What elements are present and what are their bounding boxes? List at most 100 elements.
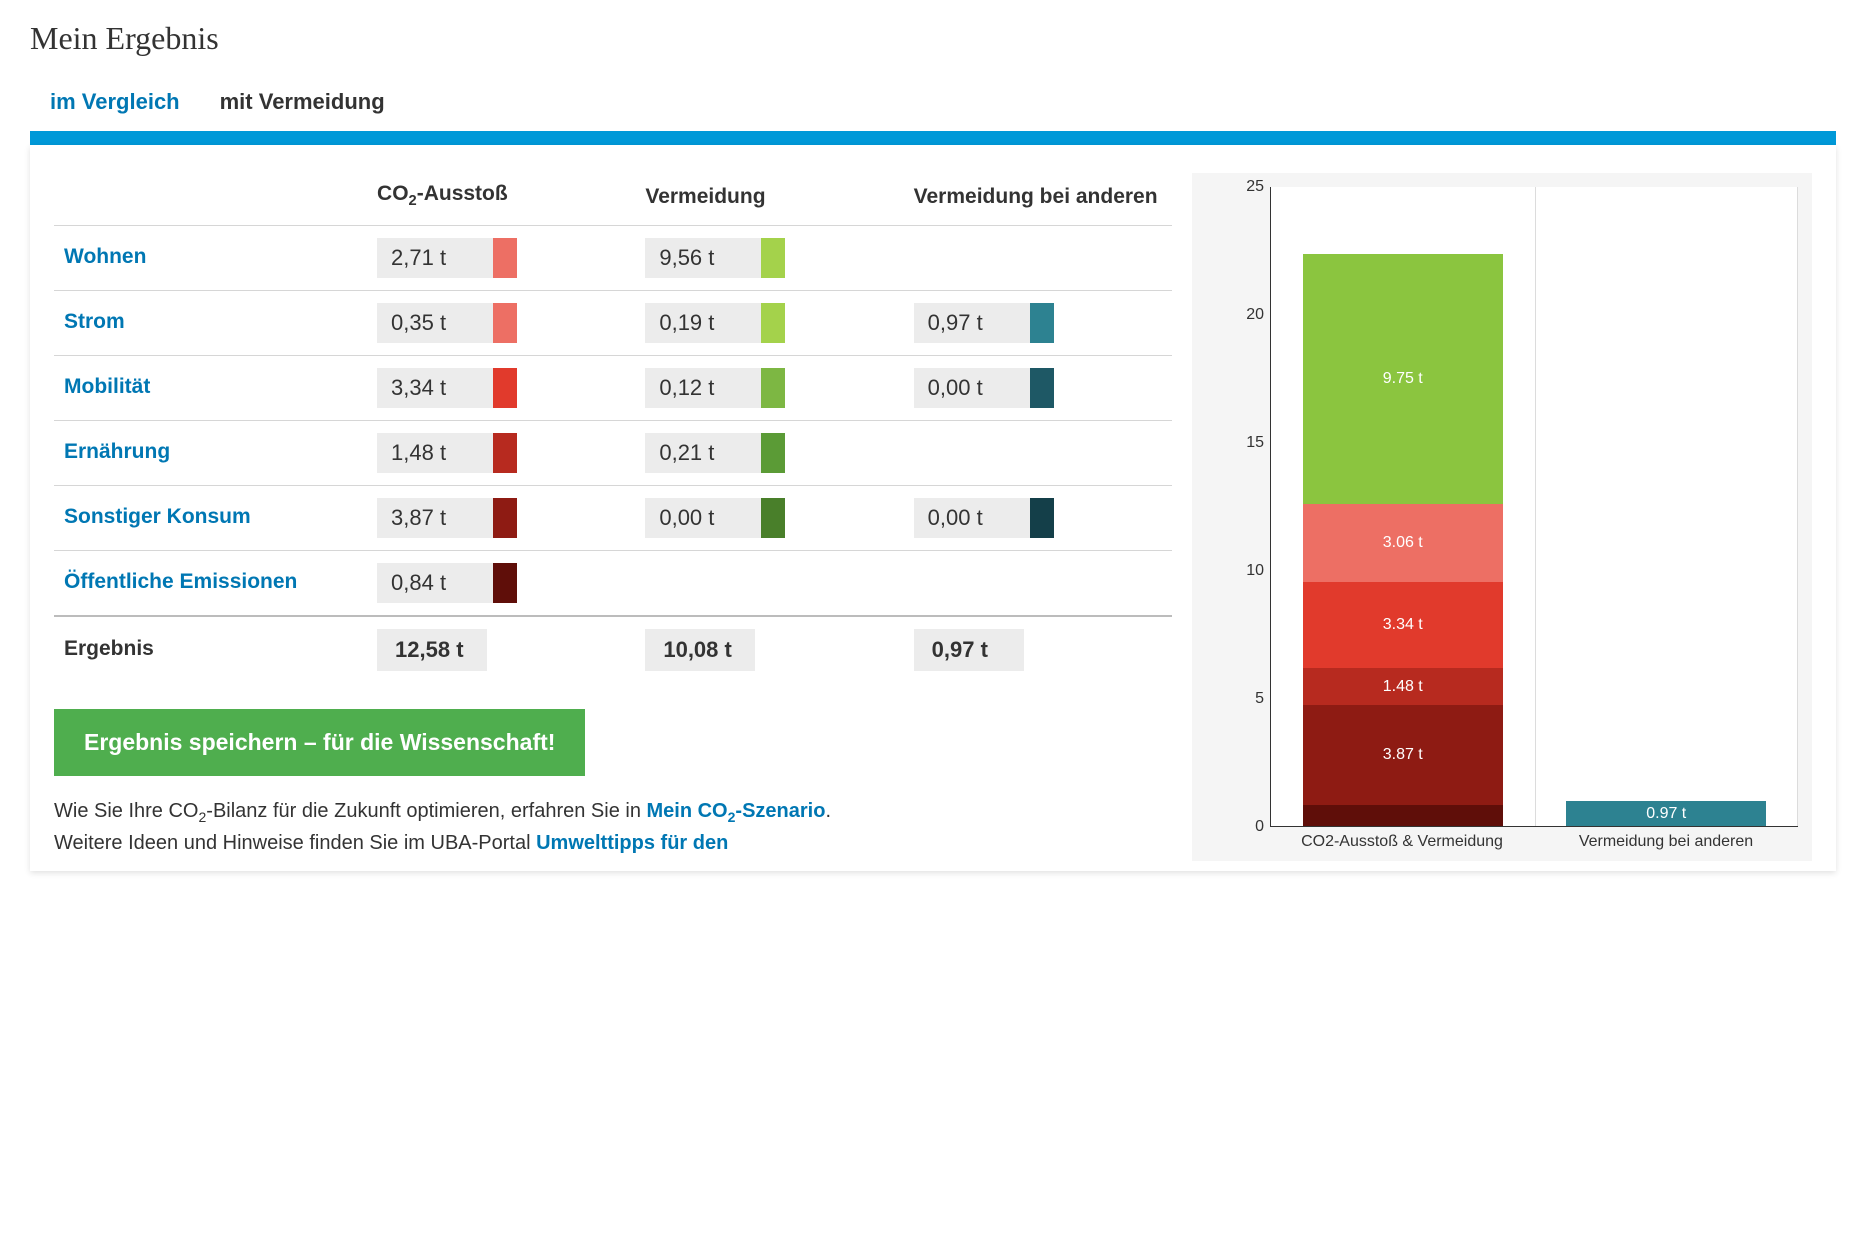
bar-segment: [1303, 805, 1503, 827]
value-pill-anderen: 0,97 t: [914, 303, 1054, 343]
table-row-total: Ergebnis 12,58 t 10,08 t 0,97 t: [54, 616, 1172, 683]
y-axis: 0510152025: [1234, 187, 1270, 827]
color-swatch: [493, 433, 517, 473]
color-swatch: [493, 368, 517, 408]
bar-ausstoss-vermeidung: 3.87 t1.48 t3.34 t3.06 t9.75 t: [1303, 254, 1503, 826]
grid-line-v: [1797, 187, 1798, 826]
color-swatch: [1030, 498, 1054, 538]
y-axis-label-wrap: CO2-Äquivalente [t/Jahr]: [1206, 187, 1234, 827]
accent-bar: [30, 131, 1836, 145]
table-row: Wohnen 2,71 t 9,56 t: [54, 225, 1172, 290]
color-swatch: [1030, 368, 1054, 408]
value-pill-anderen: 0,00 t: [914, 498, 1054, 538]
y-tick: 10: [1246, 562, 1264, 580]
y-tick: 0: [1255, 818, 1264, 836]
chart-plot: 3.87 t1.48 t3.34 t3.06 t9.75 t 0.97 t: [1270, 187, 1798, 827]
table-row: Mobilität 3,34 t 0,12 t 0,00 t: [54, 355, 1172, 420]
bar-segment: 9.75 t: [1303, 254, 1503, 504]
color-swatch: [761, 368, 785, 408]
value-text: 0,19 t: [645, 310, 728, 336]
tab-im-vergleich[interactable]: im Vergleich: [50, 81, 180, 131]
bar-segment: 3.87 t: [1303, 705, 1503, 804]
value-text: 3,34 t: [377, 375, 460, 401]
row-label[interactable]: Wohnen: [64, 245, 146, 268]
total-anderen: 0,97 t: [914, 629, 1024, 671]
color-swatch: [761, 238, 785, 278]
content-wrap: CO2-Ausstoß Vermeidung Vermeidung bei an…: [30, 145, 1836, 871]
table-row: Sonstiger Konsum 3,87 t 0,00 t 0,00 t: [54, 485, 1172, 550]
th-category: [54, 173, 367, 225]
value-pill-anderen: 0,00 t: [914, 368, 1054, 408]
value-pill-ausstoss: 2,71 t: [377, 238, 517, 278]
value-text: 2,71 t: [377, 245, 460, 271]
value-pill-vermeidung: 0,19 t: [645, 303, 785, 343]
table-row: Ernährung 1,48 t 0,21 t: [54, 420, 1172, 485]
row-label[interactable]: Mobilität: [64, 375, 150, 398]
bar-segment: 3.06 t: [1303, 504, 1503, 582]
color-swatch: [761, 433, 785, 473]
save-button[interactable]: Ergebnis speichern – für die Wissenschaf…: [54, 709, 585, 776]
value-pill-vermeidung: 0,21 t: [645, 433, 785, 473]
info-text-seg: Weitere Ideen und Hinweise finden Sie im…: [54, 832, 536, 854]
bar-segment: 3.34 t: [1303, 582, 1503, 668]
color-swatch: [493, 498, 517, 538]
row-label[interactable]: Sonstiger Konsum: [64, 505, 251, 528]
table-row: Strom 0,35 t 0,19 t 0,97 t: [54, 290, 1172, 355]
color-swatch: [493, 563, 517, 603]
link-mein-co2-szenario[interactable]: Mein CO2-Szenario: [647, 800, 826, 822]
page-title: Mein Ergebnis: [30, 20, 1836, 57]
y-tick: 20: [1246, 306, 1264, 324]
row-label[interactable]: Ernährung: [64, 440, 170, 463]
info-text: Wie Sie Ihre CO2-Bilanz für die Zukunft …: [54, 796, 1014, 858]
total-label: Ergebnis: [64, 637, 154, 660]
value-pill-vermeidung: 0,12 t: [645, 368, 785, 408]
tab-mit-vermeidung[interactable]: mit Vermeidung: [220, 81, 385, 131]
th-anderen: Vermeidung bei anderen: [904, 173, 1172, 225]
value-text: 9,56 t: [645, 245, 728, 271]
color-swatch: [493, 303, 517, 343]
th-vermeidung: Vermeidung: [635, 173, 903, 225]
value-text: 0,00 t: [914, 505, 997, 531]
value-text: 0,00 t: [914, 375, 997, 401]
value-text: 1,48 t: [377, 440, 460, 466]
info-text-seg: Wie Sie Ihre CO: [54, 800, 198, 822]
chart-area: CO2-Äquivalente [t/Jahr] 0510152025 3.87…: [1192, 173, 1812, 861]
value-text: 0,84 t: [377, 570, 460, 596]
bar-anderen: 0.97 t: [1566, 801, 1766, 826]
total-ausstoss: 12,58 t: [377, 629, 487, 671]
value-text: 0,21 t: [645, 440, 728, 466]
value-pill-ausstoss: 0,35 t: [377, 303, 517, 343]
info-text-seg: .: [825, 800, 831, 822]
value-pill-ausstoss: 3,34 t: [377, 368, 517, 408]
value-pill-ausstoss: 1,48 t: [377, 433, 517, 473]
value-pill-vermeidung: 0,00 t: [645, 498, 785, 538]
y-tick: 15: [1246, 434, 1264, 452]
row-label[interactable]: Strom: [64, 310, 125, 333]
info-text-seg: -Bilanz für die Zukunft optimieren, erfa…: [206, 800, 646, 822]
bar-segment: 1.48 t: [1303, 668, 1503, 706]
value-pill-vermeidung: 9,56 t: [645, 238, 785, 278]
tabs: im Vergleich mit Vermeidung: [30, 81, 1836, 131]
value-text: 0,97 t: [914, 310, 997, 336]
value-text: 0,00 t: [645, 505, 728, 531]
color-swatch: [761, 303, 785, 343]
right-column: CO2-Äquivalente [t/Jahr] 0510152025 3.87…: [1192, 173, 1812, 861]
link-umwelttipps[interactable]: Umwelttipps für den: [536, 832, 728, 854]
bar-segment: 0.97 t: [1566, 801, 1766, 826]
value-pill-ausstoss: 0,84 t: [377, 563, 517, 603]
value-text: 3,87 t: [377, 505, 460, 531]
th-ausstoss: CO2-Ausstoß: [367, 173, 635, 225]
value-pill-ausstoss: 3,87 t: [377, 498, 517, 538]
result-table: CO2-Ausstoß Vermeidung Vermeidung bei an…: [54, 173, 1172, 683]
table-row: Öffentliche Emissionen 0,84 t: [54, 550, 1172, 616]
left-column: CO2-Ausstoß Vermeidung Vermeidung bei an…: [54, 173, 1172, 861]
x-label-0: CO2-Ausstoß & Vermeidung: [1270, 833, 1534, 851]
y-tick: 25: [1246, 178, 1264, 196]
total-vermeidung: 10,08 t: [645, 629, 755, 671]
value-text: 0,35 t: [377, 310, 460, 336]
x-label-1: Vermeidung bei anderen: [1534, 833, 1798, 851]
color-swatch: [761, 498, 785, 538]
row-label[interactable]: Öffentliche Emissionen: [64, 570, 297, 593]
color-swatch: [1030, 303, 1054, 343]
color-swatch: [493, 238, 517, 278]
